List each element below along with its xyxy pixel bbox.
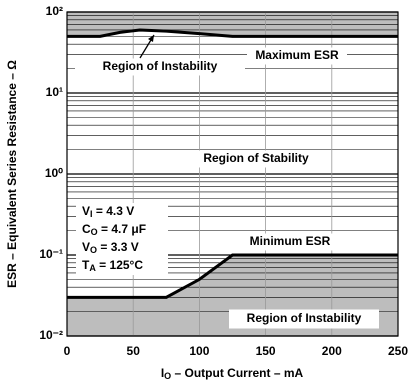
- y-tick-label: 10²: [46, 4, 63, 18]
- legend-label: Maximum ESR: [255, 48, 339, 62]
- lines: [67, 28, 398, 299]
- condition-main: T: [82, 258, 90, 272]
- x-tick-label: 100: [189, 344, 209, 358]
- legend-label: Minimum ESR: [250, 234, 331, 248]
- y-tick-label: 10¹: [46, 85, 63, 99]
- label-box: [247, 47, 347, 65]
- label-box: [75, 58, 245, 76]
- region-label: Region of Stability: [203, 151, 309, 165]
- condition-main: C: [82, 222, 91, 236]
- condition-sub: O: [90, 245, 97, 255]
- y-tick-label: 10⁰: [45, 166, 63, 180]
- region-label: Region of Instability: [103, 59, 218, 73]
- condition-sub: O: [91, 227, 98, 237]
- x-tick-label: 50: [127, 344, 141, 358]
- condition: CO = 4.7 μF: [82, 222, 146, 237]
- x-tick-label: 200: [322, 344, 342, 358]
- x-tick-label: 250: [388, 344, 408, 358]
- y-axis-label: ESR – Equivalent Series Resistance – Ω: [5, 60, 19, 288]
- region-label: Region of Instability: [247, 311, 362, 325]
- label-box: [240, 233, 340, 251]
- x-tick-label: 150: [256, 344, 276, 358]
- condition-sub: A: [89, 263, 96, 273]
- condition: TA = 125°C: [82, 258, 143, 273]
- label-box: [229, 309, 379, 329]
- series-line: [67, 28, 398, 38]
- x-label-sub: O: [164, 371, 171, 381]
- series-line: [67, 253, 398, 299]
- condition: VI = 4.3 V: [82, 204, 134, 219]
- x-label-main: I: [161, 366, 164, 380]
- plot-frame: [66, 11, 399, 337]
- x-tick-label: 0: [64, 344, 71, 358]
- annotations: Maximum ESR Region of Instability Region o…: [75, 47, 379, 329]
- y-tick-label: 10⁻¹: [39, 247, 63, 261]
- condition: VO = 3.3 V: [82, 240, 139, 255]
- y-tick-label: 10⁻²: [39, 328, 63, 342]
- condition-main: V: [82, 240, 90, 254]
- condition-main: V: [82, 204, 90, 218]
- label-box: [191, 150, 321, 168]
- conditions-box: [76, 203, 168, 275]
- x-label-rest: – Output Current – mA: [171, 366, 303, 380]
- arrow-head: [148, 35, 154, 42]
- condition-rest: = 3.3 V: [97, 240, 139, 254]
- condition-rest: = 4.3 V: [93, 204, 135, 218]
- condition-rest: = 125°C: [96, 258, 143, 272]
- x-axis-label: IO – Output Current – mA: [161, 366, 304, 381]
- condition-sub: I: [90, 209, 93, 219]
- condition-rest: = 4.7 μF: [98, 222, 146, 236]
